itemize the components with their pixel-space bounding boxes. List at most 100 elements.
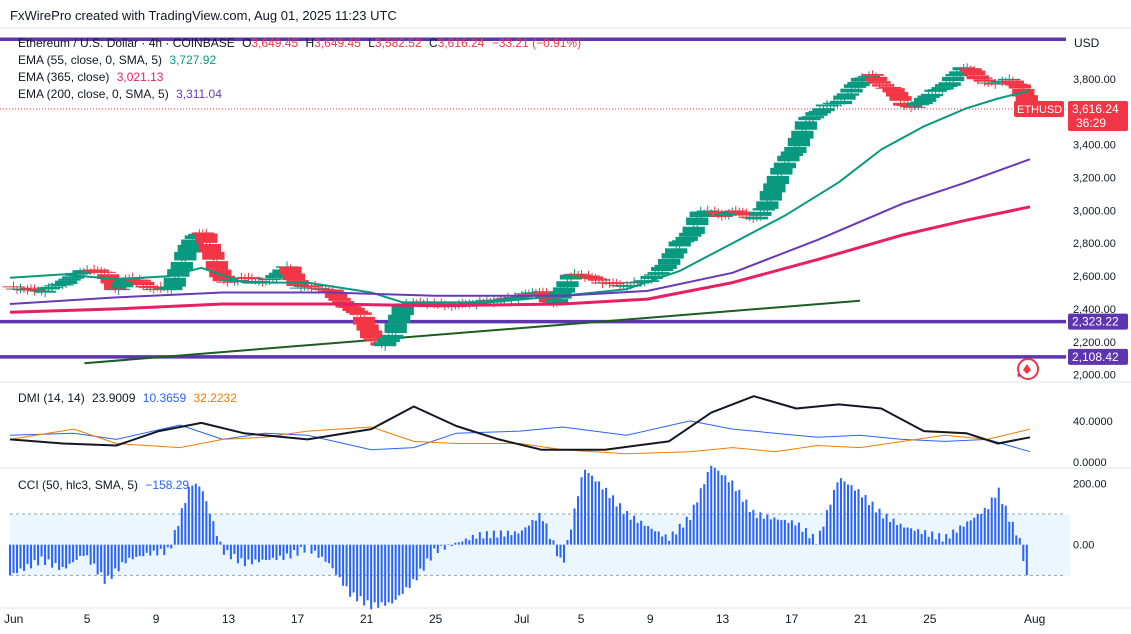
cci-bar [818,530,821,545]
cci-bar [559,544,562,558]
candle-body [580,276,604,279]
candle-body [174,251,197,261]
candle-body [289,287,313,289]
dmi-tick-label: 0.0000 [1073,457,1107,469]
cci-bar [825,510,828,545]
cci-bar [247,544,250,560]
time-tick-label: 13 [716,612,730,626]
ema365-value: 3,021.13 [116,70,164,84]
cci-bar [65,544,68,569]
candle-body [910,101,933,105]
candle-body [247,280,271,282]
currency-button[interactable]: USD [1074,36,1100,50]
cci-bar [380,544,383,603]
cci-bar [854,490,857,545]
cci-bar [499,530,502,545]
ema-line-ema365 [9,205,1031,314]
cci-bar [75,544,78,560]
cci-bar [741,501,744,545]
candle-body [794,121,818,130]
open-value: 3,649.45 [251,36,299,50]
candle-body [928,89,951,91]
cci-bar [1015,535,1018,545]
candle-body [181,239,204,247]
ema200-label: EMA (200, close, 0, SMA, 5) [18,87,169,101]
candle-body [889,96,912,101]
cci-bar [510,535,513,545]
candle-body [51,284,74,286]
cci-bar [647,525,650,545]
cci-bar [103,544,106,584]
cci-bar [531,520,534,545]
cci-bar [524,527,527,545]
cci-bar [654,531,657,545]
cci-bar [135,544,138,557]
candle-body [658,258,681,265]
cci-bar [19,544,22,569]
candle-body [377,337,400,342]
candle-body [552,287,576,293]
cci-bar [9,544,11,576]
cci-bar [447,544,450,545]
candle-body [752,208,775,211]
candle-body [545,299,569,305]
cci-bar [941,541,944,545]
candle-body [920,93,944,97]
dmi-tick-label: 40.0000 [1073,416,1113,428]
cci-bar [769,519,772,545]
cci-bar [601,489,604,545]
candle-body [160,286,183,291]
price-tick-label: 3,400.00 [1073,140,1116,152]
high-value: 3,649.45 [314,36,361,50]
cci-bar [983,507,986,545]
level-tag-bg [1068,348,1128,365]
cci-bar [906,527,909,545]
candle-body [913,97,937,102]
candle-body [352,316,376,325]
candle-body [850,77,874,82]
cci-bar [734,491,737,545]
cci-bar [605,487,608,545]
cci-bar [33,544,36,561]
dmi-minus-line [9,426,1031,455]
candle-body [205,261,229,270]
candle-body [812,108,835,112]
ema-line-ema55 [9,89,1031,304]
candle-body [261,278,285,280]
dmi-legend: DMI (14, 14) 23.9009 10.3659 32.2232 [18,391,241,405]
candle-body [61,276,85,279]
candle-body [626,282,649,284]
tradingview-logo-icon[interactable] [1014,356,1040,382]
candle-body [787,137,811,147]
candle-body [619,285,642,287]
cci-bar [650,528,653,545]
candle-body [899,105,923,108]
cci-bar [682,527,685,545]
cci-bar [257,544,260,563]
candle-body [959,68,982,72]
cci-bar [433,544,436,549]
candle-body [177,244,200,253]
candle-body [864,76,888,82]
candle-body [998,78,1021,81]
cci-bar [12,544,15,574]
candle-body [338,306,362,309]
cci-bar [1025,544,1028,575]
cci-bar [633,515,636,545]
dmi-plus-line [9,420,1031,453]
cci-bar [240,544,243,559]
candle-body [924,89,947,92]
candle-body [391,305,414,316]
cci-bar [836,482,839,545]
cci-bar [808,538,811,545]
candle-body [672,240,695,243]
cci-bar [755,518,758,545]
cci-bar [30,544,33,569]
candle-body [566,273,590,275]
cci-bar [394,544,397,600]
cci-bar [173,529,176,545]
cci-bar [973,517,976,545]
price-tick-label: 3,200.00 [1073,172,1116,184]
candle-body [917,95,940,98]
